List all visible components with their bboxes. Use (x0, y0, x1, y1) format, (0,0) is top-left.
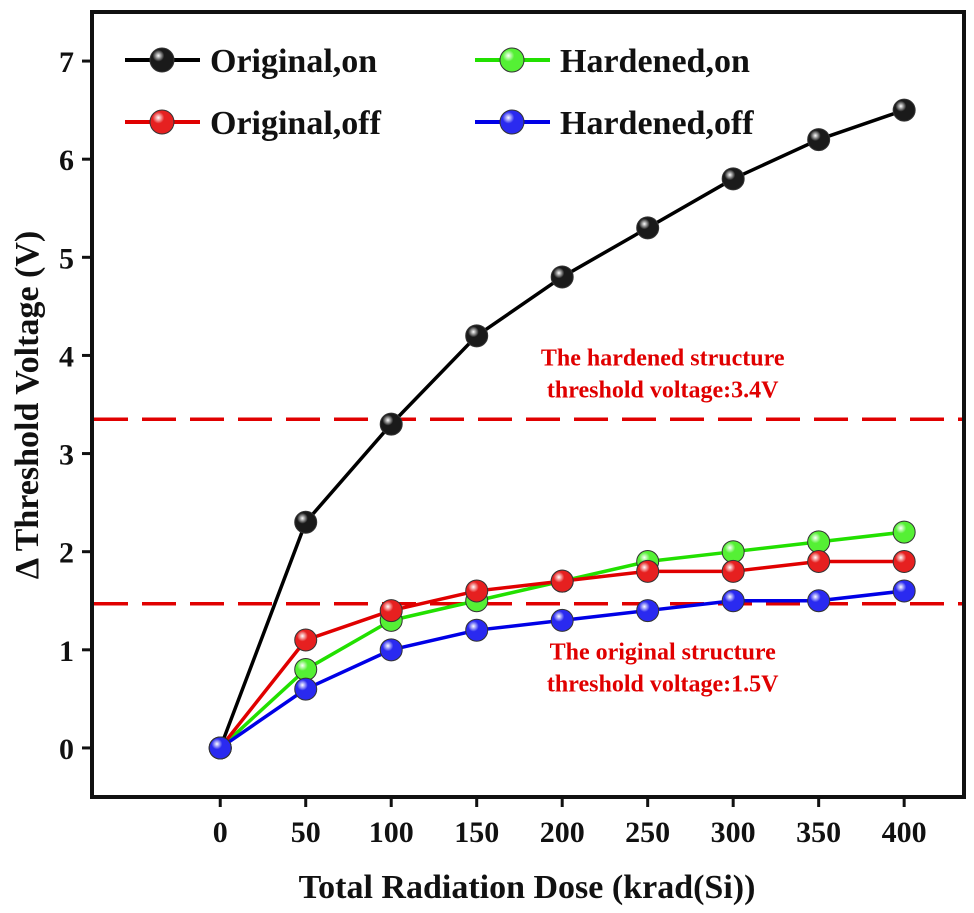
legend-marker (499, 109, 525, 135)
data-point (892, 550, 916, 573)
data-point (465, 324, 489, 348)
legend-marker (499, 47, 525, 73)
axis-ticks: 0 50 100 150 200 250 300 350 400 0 1 2 3 4 5 6 7 (59, 46, 927, 849)
plot-frame (90, 10, 966, 799)
data-point (807, 550, 831, 573)
data-point (892, 520, 916, 544)
x-tick-label: 150 (454, 816, 499, 849)
data-point (721, 167, 745, 191)
legend: Original,on Hardened,on Original,off Harden… (125, 43, 754, 142)
data-point (636, 216, 660, 240)
data-point (465, 618, 489, 642)
data-point (807, 530, 831, 554)
x-tick-label: 400 (882, 816, 927, 849)
threshold-annotation: threshold voltage:1.5V (547, 672, 779, 698)
data-point (550, 608, 574, 632)
legend-label: Original,on (210, 43, 377, 80)
data-point (721, 540, 745, 564)
data-point (379, 412, 403, 436)
x-tick-label: 300 (711, 816, 756, 849)
series-layer (208, 98, 916, 760)
legend-marker (149, 47, 175, 73)
y-tick-label: 1 (59, 635, 74, 668)
y-tick-label: 6 (59, 144, 74, 177)
y-tick-label: 0 (59, 733, 74, 766)
threshold-annotation: The original structure (550, 640, 777, 666)
data-point (294, 677, 318, 701)
data-point (636, 559, 660, 583)
data-point (892, 579, 916, 603)
data-point (294, 657, 318, 681)
data-point (636, 599, 660, 623)
y-tick-label: 5 (59, 242, 74, 275)
data-point (807, 589, 831, 613)
data-point (208, 736, 232, 760)
x-tick-label: 200 (540, 816, 585, 849)
data-point (379, 638, 403, 662)
data-point (294, 628, 318, 652)
y-axis-title: Δ Threshold Voltage (V) (9, 231, 46, 579)
y-tick-label: 7 (59, 46, 74, 79)
data-point (550, 265, 574, 289)
x-tick-label: 50 (291, 816, 321, 849)
data-point (465, 579, 489, 603)
data-point (807, 128, 831, 152)
data-point (721, 589, 745, 613)
data-point (550, 569, 574, 593)
y-tick-label: 4 (59, 340, 74, 373)
x-tick-label: 250 (625, 816, 670, 849)
x-tick-label: 100 (369, 816, 414, 849)
x-tick-label: 350 (796, 816, 841, 849)
legend-label: Original,off (210, 105, 382, 142)
data-point (721, 559, 745, 583)
reference-lines (94, 417, 962, 606)
x-tick-label: 0 (213, 816, 228, 849)
legend-marker (149, 109, 175, 135)
legend-label: Hardened,on (560, 43, 750, 80)
data-point (379, 599, 403, 623)
y-tick-label: 3 (59, 439, 74, 472)
annotations: The hardened structure threshold voltage:… (541, 345, 785, 697)
data-point (892, 98, 916, 122)
threshold-annotation: threshold voltage:3.4V (547, 377, 779, 403)
data-point (294, 510, 318, 534)
threshold-annotation: The hardened structure (541, 345, 785, 371)
y-tick-label: 2 (59, 537, 74, 570)
x-axis-title: Total Radiation Dose (krad(Si)) (299, 869, 756, 906)
legend-label: Hardened,off (560, 105, 754, 142)
